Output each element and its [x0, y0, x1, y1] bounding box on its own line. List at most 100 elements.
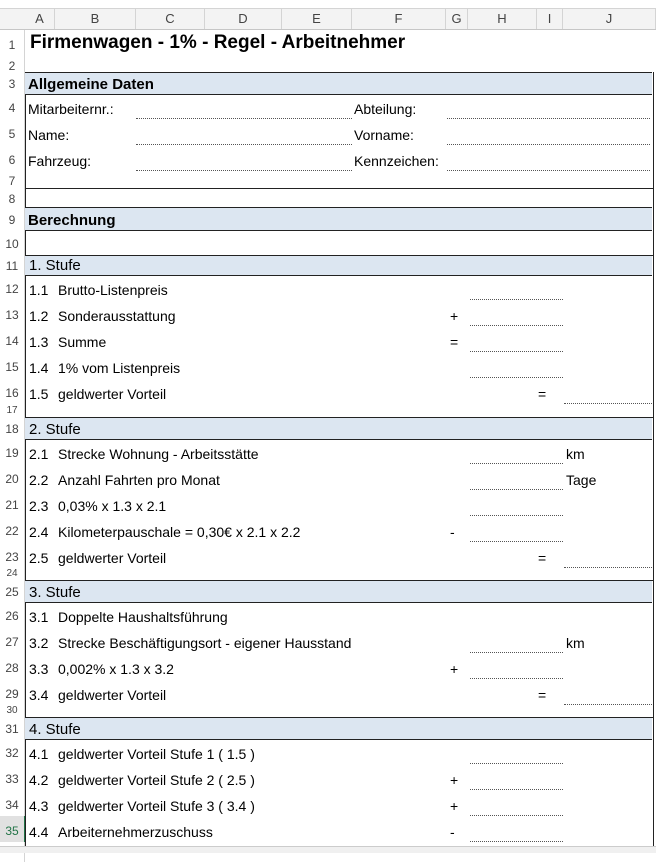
- item-label: geldwerter Vorteil: [58, 550, 167, 566]
- row-header-35[interactable]: 35: [0, 816, 26, 842]
- row-header-22[interactable]: 22: [0, 516, 25, 542]
- section-header-allgemein: Allgemeine Daten: [25, 72, 652, 95]
- row-header-34[interactable]: 34: [0, 790, 25, 816]
- field-row: Fahrzeug: Kennzeichen:: [25, 145, 652, 171]
- row-header-24[interactable]: 24: [0, 568, 25, 580]
- value-input[interactable]: [470, 299, 563, 300]
- column-header-G[interactable]: G: [446, 9, 468, 29]
- value-input[interactable]: [564, 567, 652, 568]
- item-label: Strecke Wohnung - Arbeitsstätte: [58, 446, 259, 462]
- field-input[interactable]: [136, 144, 352, 145]
- row-header-12[interactable]: 12: [0, 274, 25, 300]
- column-header-A[interactable]: A: [25, 9, 55, 29]
- item-number: 2.3: [29, 498, 49, 514]
- row-header-21[interactable]: 21: [0, 490, 25, 516]
- row-header-11[interactable]: 11: [0, 255, 25, 274]
- item-number: 4.3: [29, 798, 49, 814]
- row-header-29[interactable]: 29: [0, 679, 25, 705]
- row-header-26[interactable]: 26: [0, 601, 25, 627]
- field-input[interactable]: [447, 118, 650, 119]
- item-label: 0,03% x 1.3 x 2.1: [58, 498, 167, 514]
- column-header-C[interactable]: C: [136, 9, 205, 29]
- value-input[interactable]: [470, 489, 563, 490]
- row-header-13[interactable]: 13: [0, 300, 25, 326]
- unit-label: km: [566, 635, 585, 651]
- value-input[interactable]: [470, 815, 563, 816]
- row-header-30[interactable]: 30: [0, 705, 25, 717]
- item-label: geldwerter Vorteil Stufe 1 ( 1.5 ): [58, 746, 255, 762]
- value-input[interactable]: [470, 789, 563, 790]
- operator: +: [450, 798, 459, 814]
- value-input[interactable]: [470, 763, 563, 764]
- row-header-16[interactable]: 16: [0, 378, 25, 404]
- value-input[interactable]: [564, 403, 652, 404]
- row-header-25[interactable]: 25: [0, 580, 25, 601]
- column-header-J[interactable]: J: [563, 9, 656, 29]
- value-input[interactable]: [470, 325, 563, 326]
- column-header-F[interactable]: F: [352, 9, 446, 29]
- section-header-berechnung: Berechnung: [25, 207, 652, 231]
- item-label: Sonderausstattung: [58, 308, 176, 324]
- item-number: 1.3: [29, 334, 49, 350]
- row-header-23[interactable]: 23: [0, 542, 25, 568]
- value-input[interactable]: [470, 377, 563, 378]
- row-header-17[interactable]: 17: [0, 404, 25, 417]
- row-header-3[interactable]: 3: [0, 72, 25, 93]
- value-input[interactable]: [564, 704, 652, 705]
- row-header-20[interactable]: 20: [0, 464, 25, 490]
- column-header-B[interactable]: B: [55, 9, 136, 29]
- field-input[interactable]: [136, 170, 352, 171]
- section-title: 2. Stufe: [29, 421, 81, 438]
- row-header-14[interactable]: 14: [0, 326, 25, 352]
- item-number: 3.3: [29, 661, 49, 677]
- row-header-33[interactable]: 33: [0, 764, 25, 790]
- value-input[interactable]: [470, 841, 563, 842]
- row-header-32[interactable]: 32: [0, 738, 25, 764]
- value-input[interactable]: [470, 541, 563, 542]
- calc-row: 1.4 1% vom Listenpreis: [25, 352, 652, 378]
- field-label: Name:: [28, 127, 70, 143]
- row-header-2[interactable]: 2: [0, 56, 25, 73]
- row-header-8[interactable]: 8: [0, 188, 25, 207]
- calc-row: 3.1 Doppelte Haushaltsführung: [25, 601, 652, 627]
- row-header-6[interactable]: 6: [0, 145, 25, 171]
- field-input[interactable]: [136, 118, 352, 119]
- operator: +: [450, 308, 459, 324]
- column-header-E[interactable]: E: [282, 9, 352, 29]
- row-header-15[interactable]: 15: [0, 352, 25, 378]
- row-header-27[interactable]: 27: [0, 627, 25, 653]
- row-header-5[interactable]: 5: [0, 119, 25, 145]
- column-header-H[interactable]: H: [468, 9, 537, 29]
- field-label: Mitarbeiternr.:: [28, 101, 114, 117]
- section-border: [25, 188, 653, 189]
- row-header-9[interactable]: 9: [0, 207, 25, 229]
- item-number: 4.2: [29, 772, 49, 788]
- calc-row: 1.5 geldwerter Vorteil =: [25, 378, 652, 404]
- field-input[interactable]: [447, 144, 650, 145]
- column-header-I[interactable]: I: [537, 9, 563, 29]
- value-input[interactable]: [470, 515, 563, 516]
- row-header-31[interactable]: 31: [0, 717, 25, 738]
- row-header-28[interactable]: 28: [0, 653, 25, 679]
- horizontal-scrollbar[interactable]: [0, 846, 656, 853]
- section-title: 4. Stufe: [29, 721, 81, 738]
- row-header-1[interactable]: 1: [0, 30, 25, 56]
- value-input[interactable]: [470, 463, 563, 464]
- row-header-4[interactable]: 4: [0, 93, 25, 119]
- page-title: Firmenwagen - 1% - Regel - Arbeitnehmer: [30, 32, 406, 53]
- row-header-19[interactable]: 19: [0, 438, 25, 464]
- row-header-10[interactable]: 10: [0, 229, 25, 255]
- row-header-7[interactable]: 7: [0, 171, 25, 188]
- value-input[interactable]: [470, 678, 563, 679]
- value-input[interactable]: [470, 351, 563, 352]
- field-input[interactable]: [447, 170, 650, 171]
- calc-row: 4.2 geldwerter Vorteil Stufe 2 ( 2.5 ) +: [25, 764, 652, 790]
- column-header-D[interactable]: D: [205, 9, 282, 29]
- row-header-18[interactable]: 18: [0, 417, 25, 438]
- section-title: Berechnung: [28, 212, 116, 229]
- value-input[interactable]: [470, 652, 563, 653]
- unit-label: km: [566, 446, 585, 462]
- item-number: 4.1: [29, 746, 49, 762]
- field-row: Name: Vorname:: [25, 119, 652, 145]
